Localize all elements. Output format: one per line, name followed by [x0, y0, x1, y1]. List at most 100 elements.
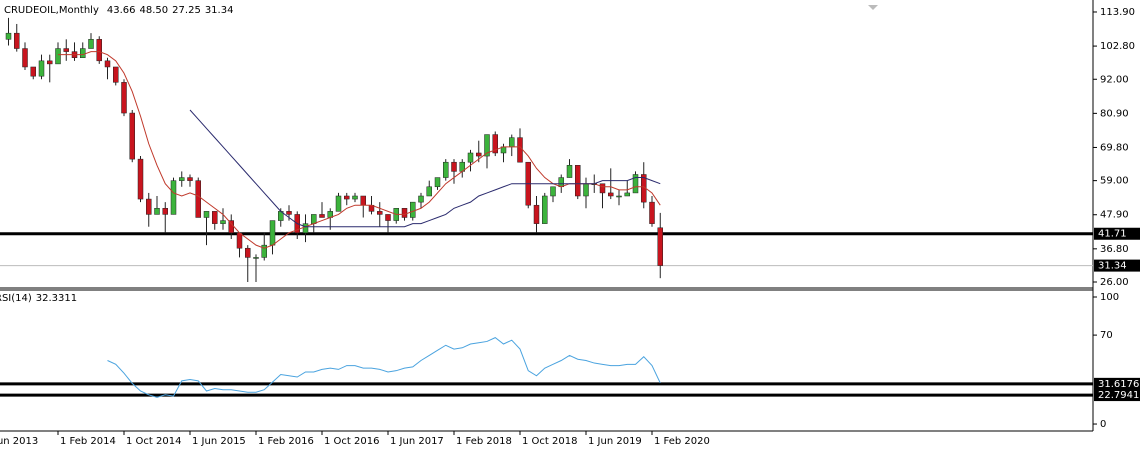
y-tick-label: 0: [1100, 419, 1106, 430]
y-tick-label: 47.90: [1100, 210, 1129, 221]
bear-candle: [96, 39, 102, 62]
bull-candle: [624, 192, 630, 197]
bear-candle: [517, 137, 523, 163]
bull-candle: [261, 244, 267, 258]
shift-marker: [868, 5, 878, 10]
moving-average: [58, 51, 661, 249]
y-tick-label: 70: [1100, 330, 1113, 341]
bull-candle: [550, 186, 556, 197]
bull-candle: [170, 180, 177, 215]
bull-candle: [542, 195, 548, 224]
y-tick-label: 26.00: [1100, 277, 1129, 288]
y-tick-label: 36.80: [1100, 244, 1129, 255]
bull-candle: [203, 211, 210, 218]
bear-candle: [360, 195, 366, 206]
x-tick-label: 1 Feb 2016: [258, 436, 314, 447]
current-price-box: [1094, 259, 1140, 272]
y-tick-label: 102.80: [1100, 41, 1135, 52]
moving-average: [189, 109, 661, 228]
level-label: 31.6176: [1098, 379, 1139, 390]
bear-candle: [30, 66, 36, 77]
bull-candle: [443, 161, 449, 178]
bear-candle: [129, 112, 135, 160]
x-tick-label: 1 Jun 2015: [192, 436, 246, 447]
chart-header: CRUDEOIL,Monthly 43.66 48.50 27.25 31.34: [4, 5, 233, 16]
bull-candle: [484, 134, 490, 157]
level-label: 22.7941: [1098, 390, 1139, 401]
bear-candle: [319, 214, 325, 218]
bear-candle: [533, 204, 540, 224]
bull-candle: [302, 223, 309, 234]
bear-candle: [47, 60, 53, 65]
bull-candle: [154, 208, 160, 215]
bear-candle: [599, 183, 606, 194]
bear-candle: [245, 247, 251, 258]
x-tick-label: 1 Oct 2014: [126, 436, 181, 447]
bear-candle: [476, 152, 482, 157]
bull-candle: [311, 214, 317, 224]
x-tick-label: Jun 2013: [0, 436, 38, 447]
bear-candle: [492, 134, 498, 154]
bull-candle: [220, 220, 226, 224]
y-tick-label: 100: [1100, 292, 1119, 303]
bear-candle: [14, 32, 20, 49]
bear-candle: [195, 180, 201, 218]
y-tick-label: 59.00: [1100, 176, 1129, 187]
high-value: 48.50: [140, 5, 169, 16]
bull-candle: [426, 186, 432, 197]
bull-candle: [269, 220, 276, 246]
level-box: [1094, 227, 1140, 240]
bear-candle: [344, 195, 350, 200]
bear-candle: [649, 201, 655, 224]
x-tick-label: 1 Jun 2017: [390, 436, 444, 447]
bear-candle: [608, 192, 614, 197]
bull-candle: [38, 60, 45, 77]
x-tick-label: 1 Oct 2018: [522, 436, 577, 447]
x-tick-label: 1 Oct 2016: [324, 436, 379, 447]
bull-candle: [583, 183, 589, 197]
y-tick-label: 113.90: [1100, 7, 1135, 18]
rsi-header: RSI(14) 32.3311: [0, 293, 77, 304]
bear-candle: [146, 198, 152, 215]
bear-candle: [162, 208, 168, 215]
level-box: [1094, 377, 1140, 390]
bear-candle: [187, 177, 193, 181]
x-tick-label: 1 Feb 2014: [60, 436, 116, 447]
bull-candle: [632, 174, 639, 194]
bull-candle: [410, 201, 416, 218]
bull-candle: [88, 39, 94, 49]
bear-candle: [401, 208, 408, 218]
level-label: 41.71: [1098, 229, 1127, 240]
bear-candle: [575, 165, 581, 197]
rsi-title: RSI(14): [0, 293, 32, 304]
y-tick-label: 80.90: [1100, 108, 1129, 119]
bull-candle: [467, 152, 474, 163]
x-tick-label: 1 Feb 2020: [654, 436, 710, 447]
bear-candle: [104, 60, 111, 68]
chart-title: CRUDEOIL,Monthly: [4, 5, 99, 16]
bull-candle: [418, 195, 424, 203]
bull-candle: [55, 48, 61, 65]
close-value: 31.34: [205, 5, 234, 16]
bull-candle: [352, 195, 358, 200]
bear-candle: [212, 211, 218, 224]
rsi-value: 32.3311: [36, 293, 77, 304]
bull-candle: [80, 48, 86, 59]
bear-candle: [236, 232, 243, 249]
bull-candle: [5, 32, 12, 40]
y-tick-label: 92.00: [1100, 74, 1129, 85]
bull-candle: [434, 177, 441, 188]
bull-candle: [253, 257, 259, 259]
x-tick-label: 1 Feb 2018: [456, 436, 512, 447]
level-box: [1094, 389, 1140, 402]
bull-candle: [509, 137, 515, 148]
bear-candle: [137, 158, 144, 200]
x-tick-label: 1 Jun 2019: [588, 436, 642, 447]
y-tick-label: 69.80: [1100, 142, 1129, 153]
bull-candle: [566, 165, 573, 178]
bear-candle: [286, 211, 292, 215]
bear-candle: [451, 161, 457, 172]
bear-candle: [377, 211, 383, 215]
bull-candle: [335, 195, 342, 212]
